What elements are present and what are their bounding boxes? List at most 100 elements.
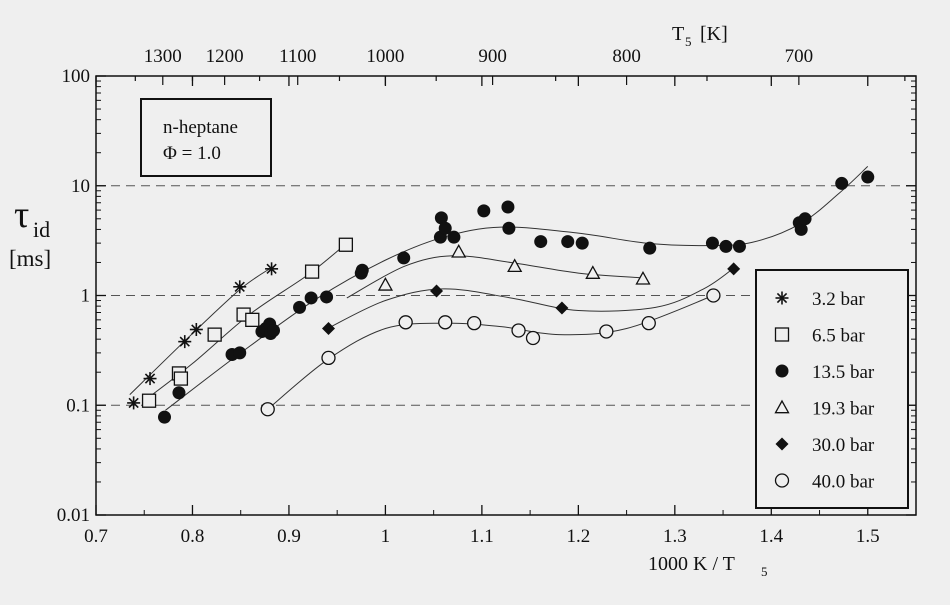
circle-shape [575, 236, 589, 250]
annotation-line-2: Φ = 1.0 [163, 143, 221, 164]
circle-shape [835, 176, 849, 190]
data-point [635, 270, 651, 285]
square-shape [141, 393, 157, 408]
data-point [794, 222, 808, 236]
data-point [434, 211, 448, 225]
x-tick-label: 0.9 [277, 526, 301, 547]
circle-shape [320, 290, 334, 304]
asterisk-stroke [234, 281, 245, 292]
legend-marker [774, 327, 790, 342]
circle-shape [502, 221, 516, 235]
circle-shape [732, 239, 746, 253]
legend-marker [775, 291, 789, 305]
circle-shape [397, 251, 411, 265]
top-tick-label: 800 [612, 46, 641, 67]
open-circle-shape [706, 288, 721, 303]
square-shape [245, 312, 260, 327]
x-axis-label-subscript: 5 [761, 564, 768, 579]
square-shape [774, 327, 790, 342]
top-axis-label-subscript: 5 [685, 34, 692, 49]
square-shape [338, 237, 354, 252]
data-point [321, 350, 336, 366]
data-point [525, 330, 541, 346]
top-axis-label-unit: [K] [700, 23, 728, 45]
data-point [397, 251, 411, 265]
y-tick-label: 0.1 [66, 395, 90, 416]
circle-shape [447, 230, 461, 244]
legend-label: 13.5 bar [812, 362, 875, 383]
data-point [502, 221, 516, 235]
asterisk-stroke [144, 373, 156, 384]
triangle-shape [774, 399, 790, 414]
square-shape [173, 371, 189, 386]
top-axis-title: T 5 [K] [672, 23, 728, 49]
data-point [233, 346, 247, 360]
circle-shape [233, 346, 247, 360]
top-axis-label: T [672, 23, 684, 45]
data-point [861, 170, 875, 184]
asterisk-stroke [776, 292, 788, 304]
x-tick-label: 1.5 [856, 526, 880, 547]
legend-label: 40.0 bar [812, 472, 875, 493]
data-point [207, 327, 222, 342]
circle-shape [172, 386, 186, 400]
y-tick-label: 0.01 [57, 505, 90, 526]
legend-label: 19.3 bar [812, 399, 875, 420]
data-point [585, 265, 601, 279]
legend-label: 3.2 bar [812, 289, 865, 310]
data-point [304, 291, 318, 305]
open-circle-shape [599, 324, 614, 339]
circle-shape [798, 212, 812, 226]
open-circle-shape [260, 402, 275, 417]
circle-shape [861, 170, 875, 184]
square-shape [304, 264, 320, 279]
top-tick-label: 1000 [366, 46, 404, 67]
annotation-line-1: n-heptane [163, 117, 238, 138]
x-tick-label: 0.8 [181, 526, 205, 547]
data-point [451, 243, 467, 258]
data-point [355, 263, 369, 277]
open-circle-shape [525, 330, 541, 346]
data-point [127, 396, 141, 410]
data-point [172, 386, 186, 400]
y-axis-symbol: τ [14, 194, 29, 236]
diamond-shape [321, 322, 335, 336]
data-point [267, 323, 281, 337]
data-point [304, 264, 320, 279]
data-point [320, 290, 334, 304]
data-point [798, 212, 812, 226]
data-point [157, 410, 171, 424]
annotation-box: n-heptane Φ = 1.0 [140, 98, 272, 177]
data-point [835, 176, 849, 190]
y-axis-unit: [ms] [9, 246, 51, 271]
data-point [507, 258, 523, 273]
y-axis-title: τ id [ms] [9, 194, 51, 271]
open-circle-shape [467, 315, 482, 331]
data-point [477, 204, 491, 218]
x-tick-label: 1.4 [759, 526, 783, 547]
circle-shape [293, 300, 307, 314]
circle-shape [561, 235, 575, 249]
asterisk-stroke [128, 397, 139, 409]
fit-curve [327, 267, 735, 329]
x-tick-label: 1.1 [470, 526, 494, 547]
data-point [260, 402, 275, 417]
x-tick-label: 1.3 [663, 526, 687, 547]
data-point [430, 284, 444, 298]
circle-shape [775, 364, 789, 378]
square-shape [207, 327, 222, 342]
circle-shape [534, 235, 548, 249]
top-tick-label: 1200 [206, 46, 244, 67]
circle-shape [501, 200, 515, 214]
top-tick-label: 1100 [279, 46, 316, 67]
data-point [447, 230, 461, 244]
data-point [189, 323, 203, 337]
fit-curve [129, 267, 272, 395]
data-point [706, 288, 721, 303]
data-point [338, 237, 354, 252]
data-point [265, 262, 279, 276]
data-point [732, 239, 746, 253]
open-circle-shape [641, 315, 656, 331]
data-point [501, 200, 515, 214]
triangle-shape [507, 258, 523, 273]
